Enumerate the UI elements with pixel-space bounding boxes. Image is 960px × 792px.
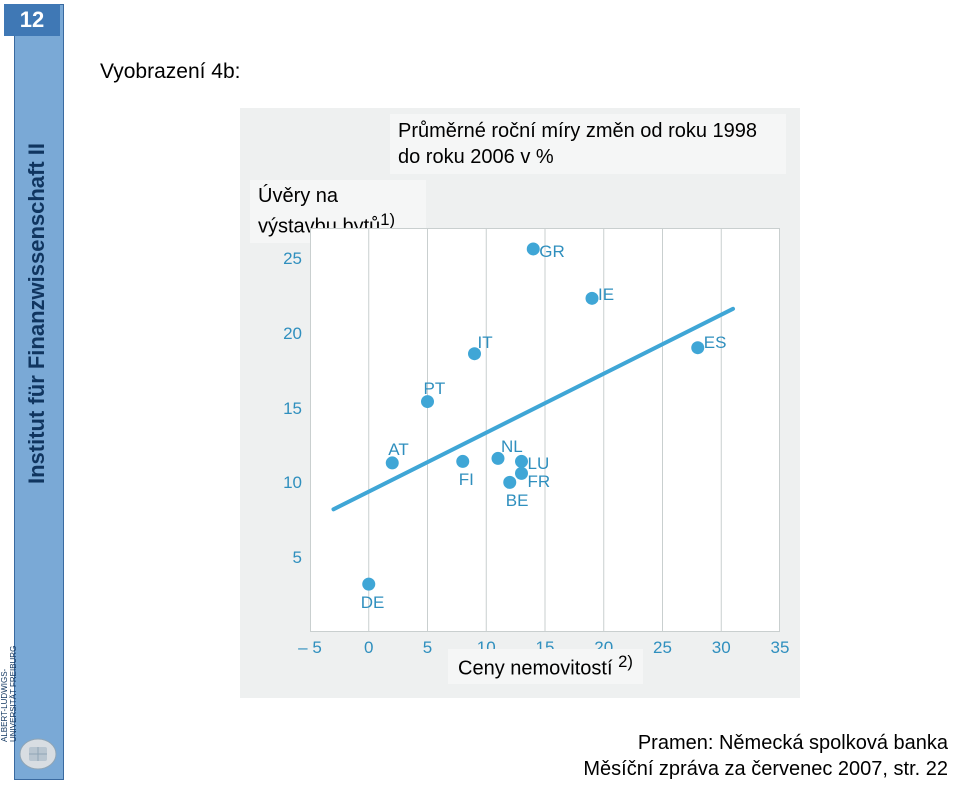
y-tick: 5 (262, 548, 302, 568)
x-axis-label: Ceny nemovitostí 2) (448, 649, 643, 684)
x-tick: 35 (765, 638, 795, 658)
y-tick: 20 (262, 324, 302, 344)
scatter-chart: Průměrné roční míry změn od roku 1998 do… (240, 108, 800, 698)
source-line1: Pramen: Německá spolková banka (638, 732, 948, 754)
source-line2: Měsíční zpráva za červenec 2007, str. 22 (583, 758, 948, 780)
x-tick: – 5 (295, 638, 325, 658)
plot-area: DEATPTFIITNLBELUFRGRIEES510152025– 50510… (310, 228, 780, 632)
figure-title: Vyobrazení 4b: (100, 60, 240, 84)
chart-subtitle: Průměrné roční míry změn od roku 1998 do… (390, 114, 786, 174)
y-tick: 15 (262, 399, 302, 419)
y-tick: 25 (262, 249, 302, 269)
x-axis-label-text: Ceny nemovitostí (458, 658, 613, 680)
y-tick: 10 (262, 473, 302, 493)
university-line2: UNIVERSITÄT FREIBURG (9, 646, 18, 742)
x-tick: 0 (354, 638, 384, 658)
source-citation: Pramen: Německá spolková banka Měsíční z… (583, 730, 948, 782)
plot-svg (310, 228, 780, 632)
x-tick: 25 (648, 638, 678, 658)
page-number: 12 (4, 4, 60, 36)
x-tick: 5 (413, 638, 443, 658)
institute-sidebar: Institut für Finanzwissenschaft II ALBER… (0, 4, 62, 778)
university-line1: ALBERT-LUDWIGS- (0, 669, 9, 742)
y-axis-label-sup: 1) (380, 210, 395, 229)
university-crest-icon (17, 736, 59, 772)
x-axis-label-sup: 2) (618, 652, 633, 671)
university-name: ALBERT-LUDWIGS- UNIVERSITÄT FREIBURG (0, 646, 18, 742)
y-axis-label-line1: Úvěry na (258, 185, 338, 207)
x-tick: 30 (706, 638, 736, 658)
institute-name: Institut für Finanzwissenschaft II (24, 143, 50, 484)
